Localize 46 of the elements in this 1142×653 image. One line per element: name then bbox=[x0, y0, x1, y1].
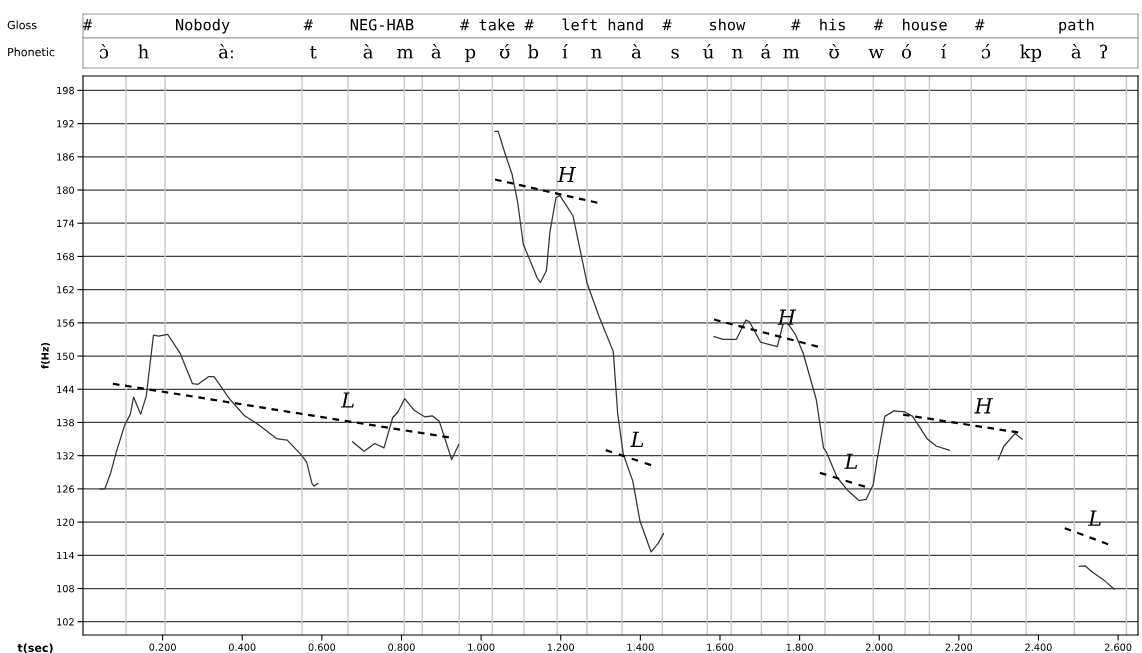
y-tick-label: 120 bbox=[57, 518, 75, 526]
x-tick-label: 0.200 bbox=[149, 643, 176, 651]
y-tick-label: 162 bbox=[57, 286, 74, 294]
x-tick-label: 1.400 bbox=[627, 643, 654, 651]
y-tick-label: 192 bbox=[57, 120, 74, 128]
text: # Nobody # NEG-HAB # take # left hand # show # his # house # path bbox=[83, 18, 1094, 34]
line-series bbox=[99, 333, 319, 490]
x-tick-label: 0.800 bbox=[388, 643, 415, 651]
series-label: H bbox=[777, 309, 797, 325]
x-tick-label: 1.600 bbox=[707, 643, 734, 651]
x-tick-label: 2.200 bbox=[945, 643, 973, 651]
x-tick-label: 2.400 bbox=[1025, 643, 1052, 651]
line-series bbox=[494, 130, 665, 553]
y-axis-title: f(Hz) bbox=[41, 342, 50, 369]
x-tick-label: 2.000 bbox=[866, 643, 893, 651]
y-tick-label: 168 bbox=[57, 252, 74, 261]
y-tick-label: 126 bbox=[57, 485, 75, 493]
y-tick-label: 132 bbox=[57, 452, 74, 460]
y-tick-label: 186 bbox=[57, 153, 75, 161]
y-tick-label: 156 bbox=[57, 319, 75, 327]
x-tick-label: 2.600 bbox=[1104, 643, 1132, 651]
y-tick-label: 138 bbox=[57, 418, 74, 427]
text: Gloss bbox=[7, 20, 37, 30]
y-tick-label: 102 bbox=[57, 618, 74, 626]
y-tick-label: 180 bbox=[57, 186, 75, 194]
text: ɔ̀ h àː t à m à p ʊ́ b í n à s ú n á m ʊ̀ w ó í ɔ́ kp à ʔ bbox=[99, 43, 1108, 63]
y-tick-label: 144 bbox=[57, 385, 75, 393]
series-label: H bbox=[557, 166, 577, 183]
y-tick-label: 174 bbox=[57, 219, 75, 227]
x-axis-title: t(sec) bbox=[17, 643, 53, 653]
line-series bbox=[997, 432, 1023, 461]
y-tick-label: 198 bbox=[57, 86, 74, 95]
series-label: L bbox=[340, 392, 354, 408]
y-tick-label: 114 bbox=[57, 551, 75, 559]
series-label: H bbox=[974, 398, 994, 414]
text: Phonetic bbox=[8, 47, 55, 57]
series-label: L bbox=[630, 431, 644, 447]
x-tick-label: 1.800 bbox=[786, 643, 813, 651]
line-series bbox=[1078, 565, 1115, 590]
series-label: L bbox=[844, 453, 858, 469]
y-tick-label: 150 bbox=[57, 352, 75, 360]
y-tick-label: 108 bbox=[57, 584, 74, 593]
x-tick-label: 0.400 bbox=[228, 643, 256, 651]
x-tick-label: 1.000 bbox=[468, 643, 495, 651]
x-tick-label: 1.200 bbox=[547, 643, 575, 651]
x-tick-label: 0.600 bbox=[308, 643, 336, 651]
